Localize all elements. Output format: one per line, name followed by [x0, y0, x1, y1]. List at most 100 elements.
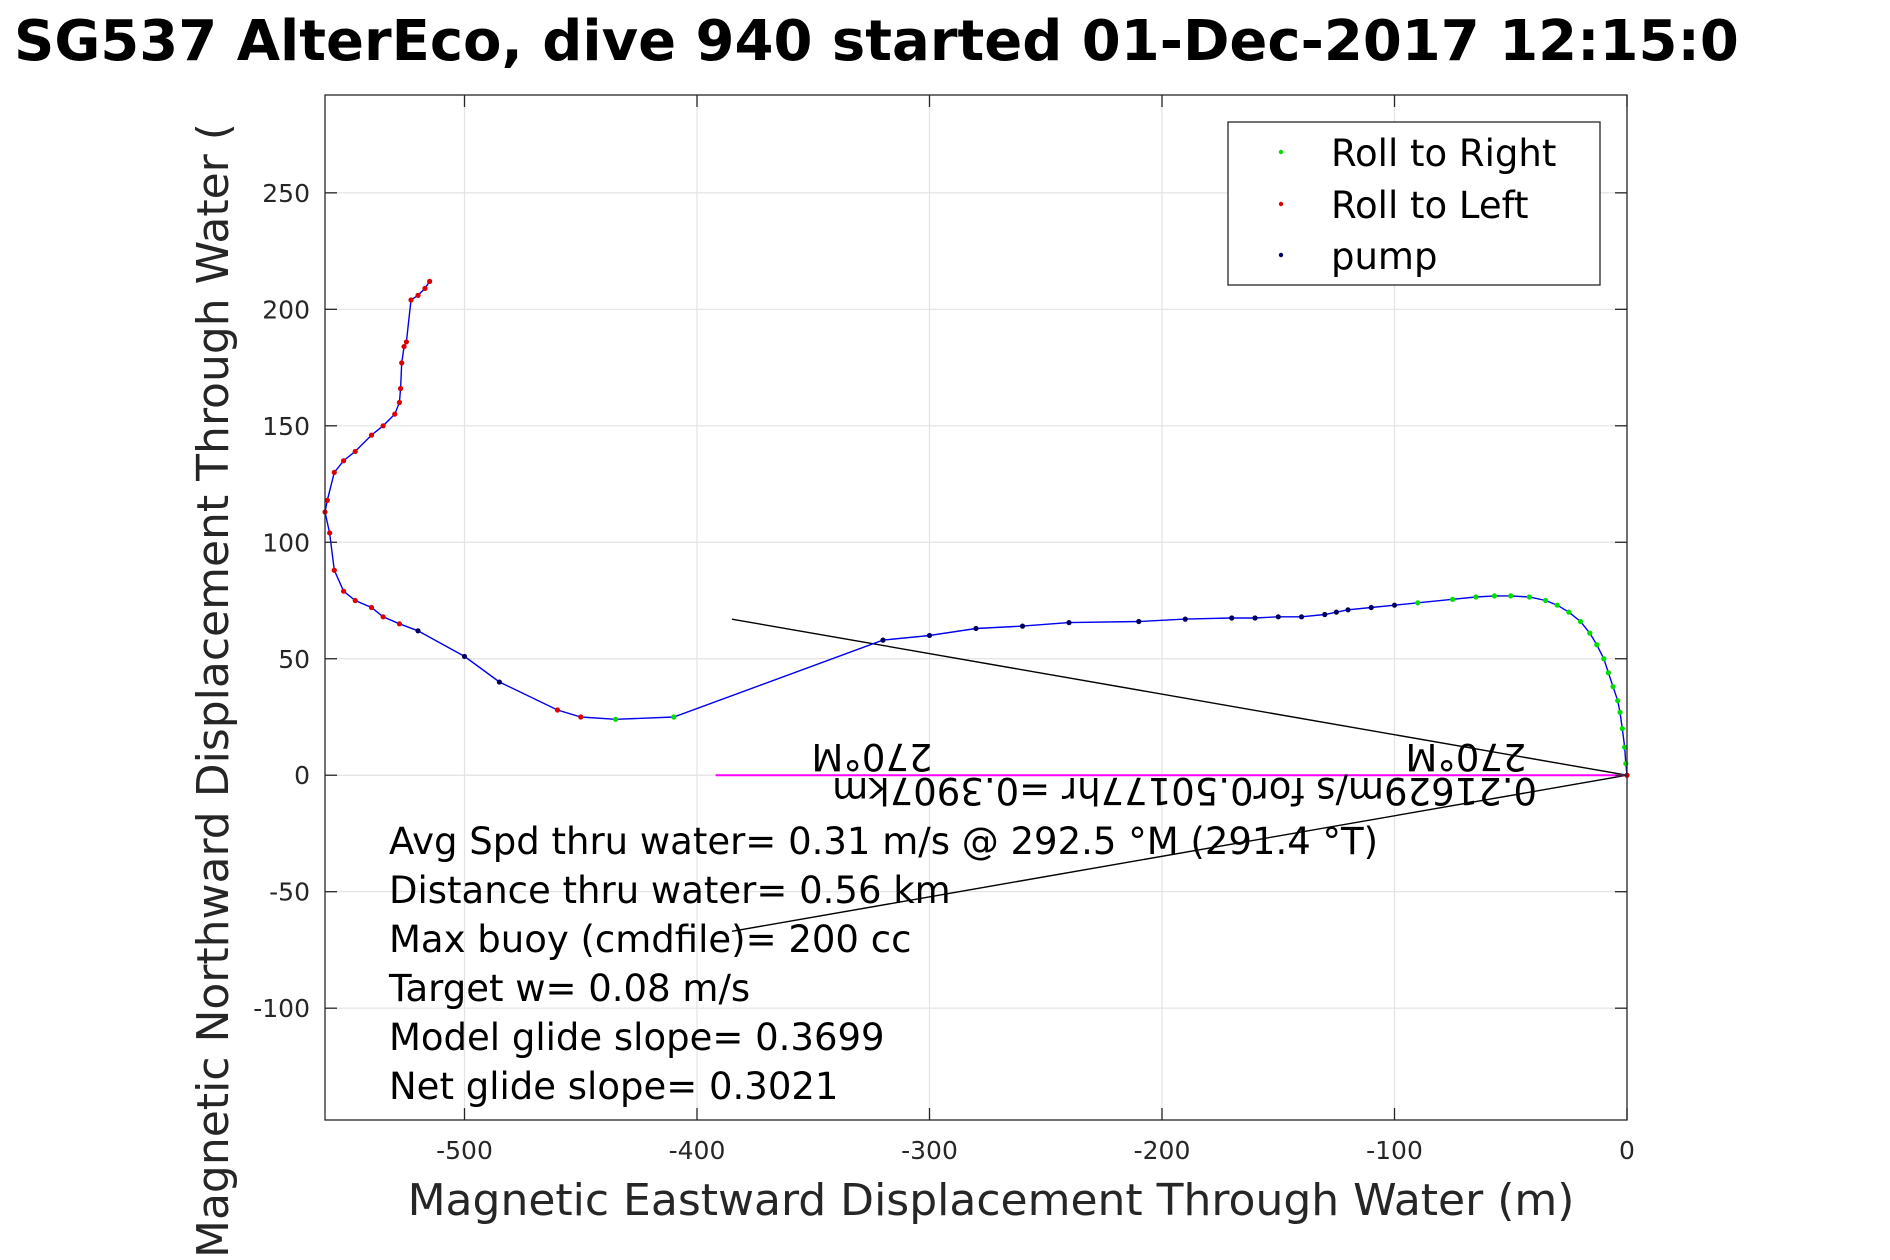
- roll-right-point: [1619, 726, 1625, 732]
- roll-left-point: [331, 469, 337, 475]
- roll-left-point: [401, 343, 407, 350]
- stats-line: Distance thru water= 0.56 km: [389, 869, 951, 912]
- legend-label-roll-right: Roll to Right: [1331, 132, 1556, 175]
- legend-marker-pump: [1278, 252, 1284, 258]
- roll-left-point: [327, 530, 333, 536]
- y-axis-label: Magnetic Northward Displacement Through …: [188, 123, 239, 1258]
- roll-left-point: [331, 567, 337, 573]
- pump-point: [1391, 602, 1398, 608]
- reference-line: [731, 618, 1628, 776]
- roll-right-point: [1566, 609, 1572, 615]
- heading-label-right: 270°M: [1405, 735, 1526, 778]
- pump-point: [1229, 615, 1235, 621]
- legend-label-pump: pump: [1331, 235, 1437, 278]
- legend: Roll to Right Roll to Left pump: [1227, 121, 1601, 286]
- pump-point: [415, 628, 421, 634]
- pump-point: [1252, 615, 1258, 621]
- roll-right-point: [1594, 642, 1600, 648]
- pump-point: [461, 653, 468, 660]
- roll-right-point: [1491, 593, 1498, 599]
- roll-left-point: [368, 432, 375, 438]
- roll-left-point: [427, 278, 433, 284]
- pump-point: [1298, 614, 1305, 620]
- roll-left-point: [408, 297, 414, 303]
- roll-left-point: [368, 604, 375, 611]
- stats-line: Net glide slope= 0.3021: [389, 1065, 838, 1108]
- roll-left-point: [396, 399, 402, 406]
- heading-label-left: 270°M: [811, 735, 932, 778]
- roll-left-point: [399, 360, 405, 366]
- roll-left-point: [415, 292, 421, 298]
- reference-line: [731, 774, 1628, 932]
- pump-point: [880, 637, 886, 643]
- roll-left-point: [380, 614, 386, 620]
- stats-line: Max buoy (cmdfile)= 200 cc: [389, 918, 911, 961]
- legend-marker-roll-left: [1278, 201, 1284, 207]
- x-tick-label: -100: [1366, 1136, 1423, 1165]
- roll-left-point: [403, 339, 409, 345]
- legend-label-roll-left: Roll to Left: [1331, 184, 1529, 227]
- pump-point: [1345, 607, 1351, 613]
- roll-right-point: [1601, 656, 1607, 662]
- roll-left-point: [324, 497, 330, 503]
- roll-right-point: [1415, 600, 1421, 606]
- grid: [325, 95, 1628, 1120]
- y-tick-label: 200: [262, 295, 310, 324]
- roll-left-point: [352, 597, 358, 604]
- roll-left-point: [392, 411, 398, 417]
- y-tick-label: -100: [253, 994, 310, 1023]
- roll-left-point: [422, 285, 428, 291]
- y-tick-label: 150: [262, 412, 310, 441]
- roll-left-point: [396, 621, 402, 627]
- x-axis-label: Magnetic Eastward Displacement Through W…: [408, 1175, 1575, 1226]
- pump-point: [496, 679, 502, 685]
- roll-right-point: [1615, 698, 1621, 704]
- pump-point: [1333, 609, 1339, 615]
- pump-point: [1136, 618, 1142, 625]
- roll-right-point: [1622, 744, 1628, 750]
- stats-line: Avg Spd thru water= 0.31 m/s @ 292.5 °M …: [389, 820, 1378, 863]
- pump-point: [1019, 623, 1026, 629]
- legend-box: [1227, 121, 1601, 286]
- pump-point: [1066, 620, 1072, 626]
- roll-left-point: [380, 423, 386, 429]
- ticks: -500 -400 -300 -200 -100 0-100-50050100150200…: [253, 95, 1635, 1165]
- x-tick-label: -400: [669, 1136, 726, 1165]
- legend-marker-roll-right: [1278, 149, 1284, 155]
- pump-point: [1275, 614, 1281, 620]
- roll-left-point: [352, 448, 358, 455]
- roll-right-point: [1450, 596, 1456, 602]
- roll-right-point: [1605, 670, 1611, 676]
- roll-right-point: [1577, 618, 1584, 625]
- roll-right-point: [1623, 760, 1629, 767]
- x-tick-label: -200: [1134, 1136, 1191, 1165]
- axes-box: [324, 94, 1628, 1121]
- pump-point: [926, 632, 933, 639]
- y-tick-label: -50: [269, 878, 310, 907]
- pump-point: [1322, 611, 1328, 618]
- roll-right-point: [1587, 630, 1593, 636]
- pump-point: [1368, 604, 1374, 611]
- pump-point: [973, 625, 979, 632]
- reference-lines: [715, 618, 1628, 932]
- roll-right-point: [1610, 684, 1616, 690]
- roll-right-point: [1473, 594, 1479, 600]
- roll-left-point: [341, 588, 347, 594]
- chart-title: SG537 AlterEco, dive 940 started 01-Dec-…: [14, 9, 1739, 74]
- roll-right-point: [613, 716, 619, 722]
- roll-right-point: [1617, 709, 1623, 715]
- current-label: 0.21629m/s for0.50177hr =0.3907km: [832, 769, 1537, 812]
- x-tick-label: -500: [436, 1136, 493, 1165]
- roll-left-point: [341, 458, 347, 464]
- y-tick-label: 100: [262, 528, 310, 557]
- pump-point: [1182, 616, 1188, 622]
- roll-right-point: [1526, 594, 1532, 600]
- roll-left-point: [554, 707, 561, 713]
- roll-left-point: [578, 714, 584, 720]
- stats-block: Avg Spd thru water= 0.31 m/s @ 292.5 °M …: [388, 820, 1378, 1108]
- roll-right-point: [1543, 597, 1549, 604]
- y-tick-label: 50: [278, 645, 310, 674]
- roll-right-point: [1508, 593, 1514, 599]
- y-tick-label: 250: [262, 179, 310, 208]
